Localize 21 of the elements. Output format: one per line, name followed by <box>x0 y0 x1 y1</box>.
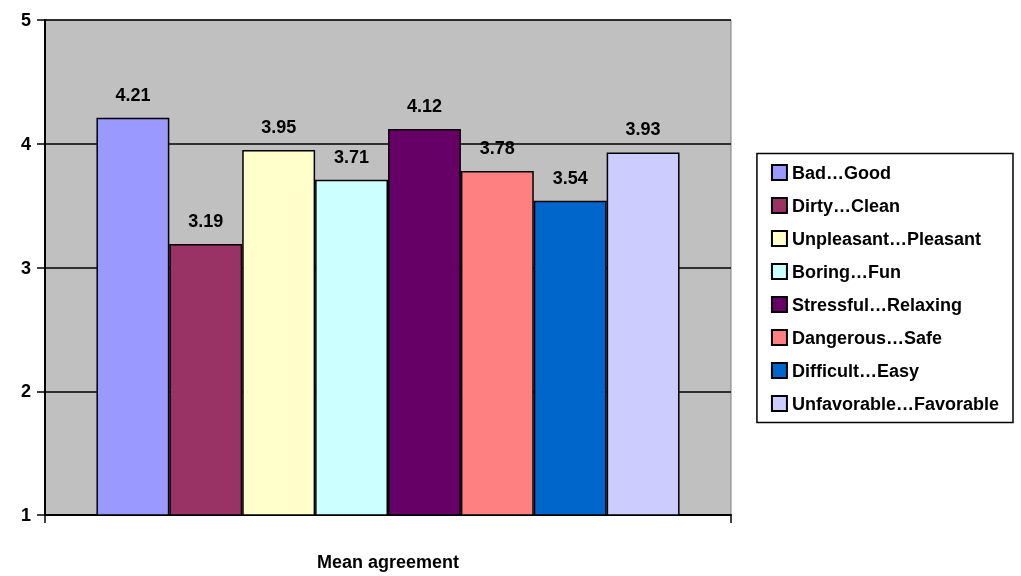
legend-label: Dirty…Clean <box>791 195 900 216</box>
data-label: 3.93 <box>625 119 661 140</box>
y-tick-label: 1 <box>20 505 31 525</box>
legend-label: Difficult…Easy <box>791 360 919 381</box>
data-label: 3.54 <box>552 167 588 188</box>
data-label: 3.71 <box>334 146 370 167</box>
y-tick-label: 5 <box>20 10 31 30</box>
legend-label: Dangerous…Safe <box>791 327 942 348</box>
legend-label: Stressful…Relaxing <box>791 294 962 315</box>
data-label: 4.12 <box>406 95 442 116</box>
x-axis-title: Mean agreement <box>316 552 460 572</box>
legend-label: Unpleasant…Pleasant <box>791 228 982 249</box>
data-label: 3.95 <box>261 116 297 137</box>
legend-label: Boring…Fun <box>791 261 901 282</box>
y-tick-label: 4 <box>20 133 31 154</box>
legend-label: Bad…Good <box>791 162 891 183</box>
data-label: 3.19 <box>188 210 224 231</box>
legend-label: Unfavorable…Favorable <box>791 393 999 414</box>
y-tick-label: 2 <box>20 381 31 402</box>
y-tick-label: 3 <box>20 257 31 278</box>
data-label: 4.21 <box>115 84 151 105</box>
